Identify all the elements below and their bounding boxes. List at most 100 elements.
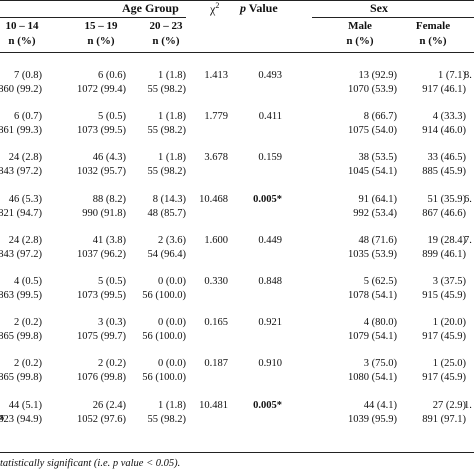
cell-female-yes: 51 (35.9)	[427, 194, 467, 205]
cell-male-no: 1045 (54.1)	[348, 166, 397, 177]
cell-female-no: 914 (46.0)	[422, 125, 466, 136]
cell-10-14-yes: 2 (0.2)	[14, 317, 42, 328]
chi-square-value: 0.187	[204, 358, 228, 369]
cell-female-yes: 33 (46.5)	[427, 152, 467, 163]
cell-20-23-no: 54 (96.4)	[147, 249, 187, 260]
cell-20-23-no: 48 (85.7)	[147, 208, 187, 219]
cell-15-19-no: 1037 (96.2)	[77, 249, 126, 260]
cell-15-19-yes: 5 (0.5)	[98, 276, 126, 287]
cell-female-yes: 1 (20.0)	[432, 317, 466, 328]
cell-15-19-no: 1052 (97.6)	[77, 414, 126, 425]
cell-10-14-no: 863 (99.5)	[0, 290, 42, 301]
cell-15-19-yes: 6 (0.6)	[98, 70, 126, 81]
cell-20-23-no: 55 (98.2)	[147, 125, 187, 136]
chi-square-value: 0.165	[204, 317, 228, 328]
cell-female-yes: 19 (28.4)	[427, 235, 467, 246]
cell-male-no: 1039 (95.9)	[348, 414, 397, 425]
cell-female-no: 885 (45.9)	[422, 166, 466, 177]
cell-male-no: 1079 (54.1)	[348, 331, 397, 342]
p-value: 0.449	[258, 235, 282, 246]
cell-female-yes: 1 (25.0)	[432, 358, 466, 369]
cell-20-23-yes: 0 (0.0)	[158, 358, 186, 369]
col-header-female: Female n (%)	[415, 20, 451, 47]
cell-10-14-no: 823 (94.9)	[0, 414, 42, 425]
chi-square-value: 10.468	[199, 194, 228, 205]
cell-male-yes: 13 (92.9)	[358, 70, 398, 81]
cell-male-yes: 4 (80.0)	[363, 317, 397, 328]
footnote: tatistically significant (i.e. p value <…	[0, 458, 181, 469]
cell-10-14-yes: 4 (0.5)	[14, 276, 42, 287]
truncated-edge-value: 8.	[464, 70, 472, 81]
cell-10-14-yes: 6 (0.7)	[14, 111, 42, 122]
cell-10-14-yes: 2 (0.2)	[14, 358, 42, 369]
cell-10-14-no: 865 (99.8)	[0, 372, 42, 383]
truncated-edge-value: 1.	[464, 400, 472, 411]
chi-square-value: 1.600	[204, 235, 228, 246]
cell-female-yes: 4 (33.3)	[432, 111, 466, 122]
cell-15-19-yes: 88 (8.2)	[92, 194, 126, 205]
cell-20-23-yes: 0 (0.0)	[158, 276, 186, 287]
cell-15-19-yes: 5 (0.5)	[98, 111, 126, 122]
cell-20-23-yes: 1 (1.8)	[158, 111, 186, 122]
p-value: 0.005*	[253, 194, 282, 205]
cell-female-no: 917 (45.9)	[422, 331, 466, 342]
cell-20-23-no: 55 (98.2)	[147, 414, 187, 425]
cell-female-no: 867 (46.6)	[422, 208, 466, 219]
chi-square-value: 1.779	[204, 111, 228, 122]
cell-15-19-no: 1072 (99.4)	[77, 84, 126, 95]
cell-20-23-yes: 8 (14.3)	[152, 194, 186, 205]
cell-15-19-no: 1032 (95.7)	[77, 166, 126, 177]
cell-male-yes: 38 (53.5)	[358, 152, 398, 163]
cell-15-19-yes: 46 (4.3)	[92, 152, 126, 163]
cell-20-23-yes: 0 (0.0)	[158, 317, 186, 328]
cell-male-yes: 48 (71.6)	[358, 235, 398, 246]
cell-10-14-no: 843 (97.2)	[0, 166, 42, 177]
cell-10-14-no: 860 (99.2)	[0, 84, 42, 95]
p-value: 0.159	[258, 152, 282, 163]
p-value: 0.921	[258, 317, 282, 328]
cell-male-yes: 44 (4.1)	[363, 400, 397, 411]
p-value: 0.910	[258, 358, 282, 369]
cell-20-23-yes: 1 (1.8)	[158, 400, 186, 411]
cell-15-19-no: 1073 (99.5)	[77, 290, 126, 301]
cell-male-no: 1070 (53.9)	[348, 84, 397, 95]
cell-15-19-no: 1075 (99.7)	[77, 331, 126, 342]
cell-20-23-no: 55 (98.2)	[147, 166, 187, 177]
cell-15-19-yes: 2 (0.2)	[98, 358, 126, 369]
cell-20-23-no: 56 (100.0)	[142, 331, 186, 342]
cell-female-yes: 1 (7.1)	[438, 70, 466, 81]
cell-15-19-no: 990 (91.8)	[82, 208, 126, 219]
col-header-male: Male n (%)	[346, 20, 374, 47]
chi-square-value: 10.481	[199, 400, 228, 411]
table-bottom-rule	[0, 452, 474, 453]
chi-square-value: 1.413	[204, 70, 228, 81]
truncated-edge-value: 6.	[464, 194, 472, 205]
cell-10-14-yes: 44 (5.1)	[8, 400, 42, 411]
header-bottom-rule	[0, 52, 474, 53]
cell-male-no: 1078 (54.1)	[348, 290, 397, 301]
cell-20-23-no: 56 (100.0)	[142, 372, 186, 383]
cell-10-14-yes: 24 (2.8)	[8, 235, 42, 246]
cell-female-no: 917 (45.9)	[422, 372, 466, 383]
p-value: 0.411	[258, 111, 282, 122]
cell-female-no: 891 (97.1)	[422, 414, 466, 425]
p-value: 0.493	[258, 70, 282, 81]
chi-square-header: χ2	[210, 1, 220, 16]
cell-10-14-no: 821 (94.7)	[0, 208, 42, 219]
cell-male-no: 992 (53.4)	[353, 208, 397, 219]
cell-20-23-no: 56 (100.0)	[142, 290, 186, 301]
cell-15-19-no: 1076 (99.8)	[77, 372, 126, 383]
cell-male-yes: 91 (64.1)	[358, 194, 398, 205]
cell-male-yes: 3 (75.0)	[363, 358, 397, 369]
chi-square-value: 3.678	[204, 152, 228, 163]
p-value: 0.005*	[253, 400, 282, 411]
cell-15-19-no: 1073 (99.5)	[77, 125, 126, 136]
cell-female-no: 917 (46.1)	[422, 84, 466, 95]
cell-20-23-yes: 1 (1.8)	[158, 70, 186, 81]
p-value-header: p Value	[240, 1, 278, 15]
col-header-15-19: 15 – 19 n (%)	[84, 20, 118, 47]
cell-female-yes: 3 (37.5)	[432, 276, 466, 287]
cell-male-no: 1035 (53.9)	[348, 249, 397, 260]
cell-male-no: 1075 (54.0)	[348, 125, 397, 136]
